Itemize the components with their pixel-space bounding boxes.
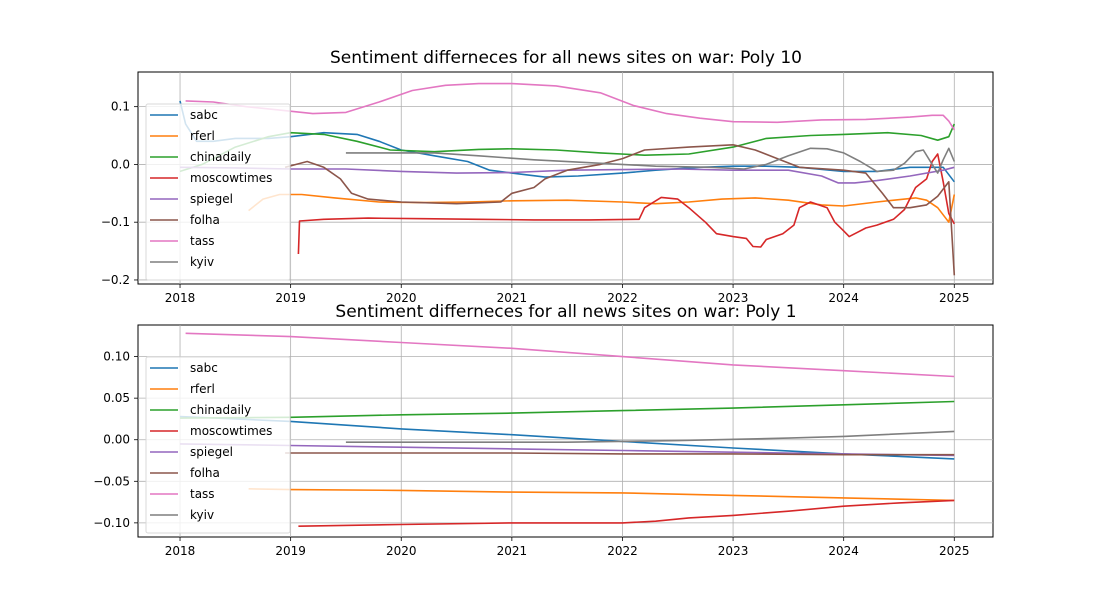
y-axis-poly-10: −0.2 −0.1 0.0 0.1 <box>101 100 138 287</box>
legend-poly-1: sabc rferl chinadaily moscowtimes spiegel fol… <box>145 356 291 534</box>
legend-label-chinadaily: chinadaily <box>190 150 251 164</box>
series-line-tass <box>185 82 955 131</box>
series-line-rferl <box>248 193 956 223</box>
x-tick-label: 2025 <box>939 544 970 558</box>
x-tick-label: 2023 <box>718 291 749 305</box>
y-tick-label: 0.05 <box>103 391 130 405</box>
series-line-tass <box>185 332 955 378</box>
series-line-chinadaily <box>179 400 955 419</box>
series-line-folha <box>285 452 955 456</box>
y-axis-poly-1: −0.10 −0.05 0.00 0.05 0.10 <box>93 350 138 530</box>
legend-label-rferl: rferl <box>190 129 215 143</box>
subplot-poly-10: Sentiment differneces for all news sites… <box>101 48 994 305</box>
x-tick-label: 2022 <box>607 544 638 558</box>
x-tick-label: 2018 <box>165 544 196 558</box>
legend-label-rferl: rferl <box>190 382 215 396</box>
legend-label-chinadaily: chinadaily <box>190 403 251 417</box>
x-tick-label: 2024 <box>828 291 859 305</box>
x-tick-label: 2025 <box>939 291 970 305</box>
series-line-rferl <box>248 488 955 502</box>
y-tick-label: −0.10 <box>93 516 130 530</box>
legend-box <box>145 103 291 281</box>
chart-title-poly-1: Sentiment differneces for all news sites… <box>335 302 796 322</box>
subplot-poly-1: Sentiment differneces for all news sites… <box>93 302 994 558</box>
series-line-kyiv <box>345 147 956 174</box>
x-axis-poly-1: 2018 2019 2020 2021 2022 2023 2024 2025 <box>165 537 970 558</box>
series-poly-10 <box>179 82 956 276</box>
x-tick-label: 2020 <box>386 544 417 558</box>
y-tick-label: −0.05 <box>93 474 130 488</box>
x-tick-label: 2023 <box>718 544 749 558</box>
series-line-spiegel <box>179 166 955 184</box>
series-line-moscowtimes <box>297 153 956 255</box>
y-tick-label: 0.0 <box>111 157 130 171</box>
x-tick-label: 2020 <box>386 291 417 305</box>
x-tick-label: 2019 <box>275 544 306 558</box>
legend-label-tass: tass <box>190 234 215 248</box>
x-tick-label: 2024 <box>828 544 859 558</box>
plot-area-poly-10 <box>137 71 994 285</box>
x-tick-label: 2022 <box>607 291 638 305</box>
x-tick-label: 2018 <box>165 291 196 305</box>
series-line-kyiv <box>345 430 955 443</box>
legend-label-tass: tass <box>190 487 215 501</box>
x-axis-poly-10: 2018 2019 2020 2021 2022 2023 2024 2025 <box>165 284 970 305</box>
legend-label-folha: folha <box>190 213 220 227</box>
legend-label-moscowtimes: moscowtimes <box>190 424 272 438</box>
plot-area-poly-1 <box>137 324 994 538</box>
y-tick-label: 0.10 <box>103 350 130 364</box>
series-line-spiegel <box>179 443 955 457</box>
x-tick-label: 2021 <box>497 544 528 558</box>
chart-title-poly-10: Sentiment differneces for all news sites… <box>330 48 802 68</box>
legend-label-sabc: sabc <box>190 361 218 375</box>
legend-box <box>145 356 291 534</box>
series-poly-1 <box>179 332 955 527</box>
legend-label-moscowtimes: moscowtimes <box>190 171 272 185</box>
legend-label-kyiv: kyiv <box>190 508 214 522</box>
legend-label-sabc: sabc <box>190 108 218 122</box>
legend-label-spiegel: spiegel <box>190 445 233 459</box>
y-tick-label: 0.00 <box>103 433 130 447</box>
series-line-moscowtimes <box>298 499 955 527</box>
legend-label-spiegel: spiegel <box>190 192 233 206</box>
legend-label-kyiv: kyiv <box>190 255 214 269</box>
y-tick-label: 0.1 <box>111 100 130 114</box>
legend-label-folha: folha <box>190 466 220 480</box>
x-tick-label: 2019 <box>275 291 306 305</box>
x-tick-label: 2021 <box>497 291 528 305</box>
legend-poly-10: sabc rferl chinadaily moscowtimes spiegel fol… <box>145 103 291 281</box>
series-line-folha <box>284 144 956 276</box>
y-tick-label: −0.2 <box>101 273 130 287</box>
y-tick-label: −0.1 <box>101 215 130 229</box>
